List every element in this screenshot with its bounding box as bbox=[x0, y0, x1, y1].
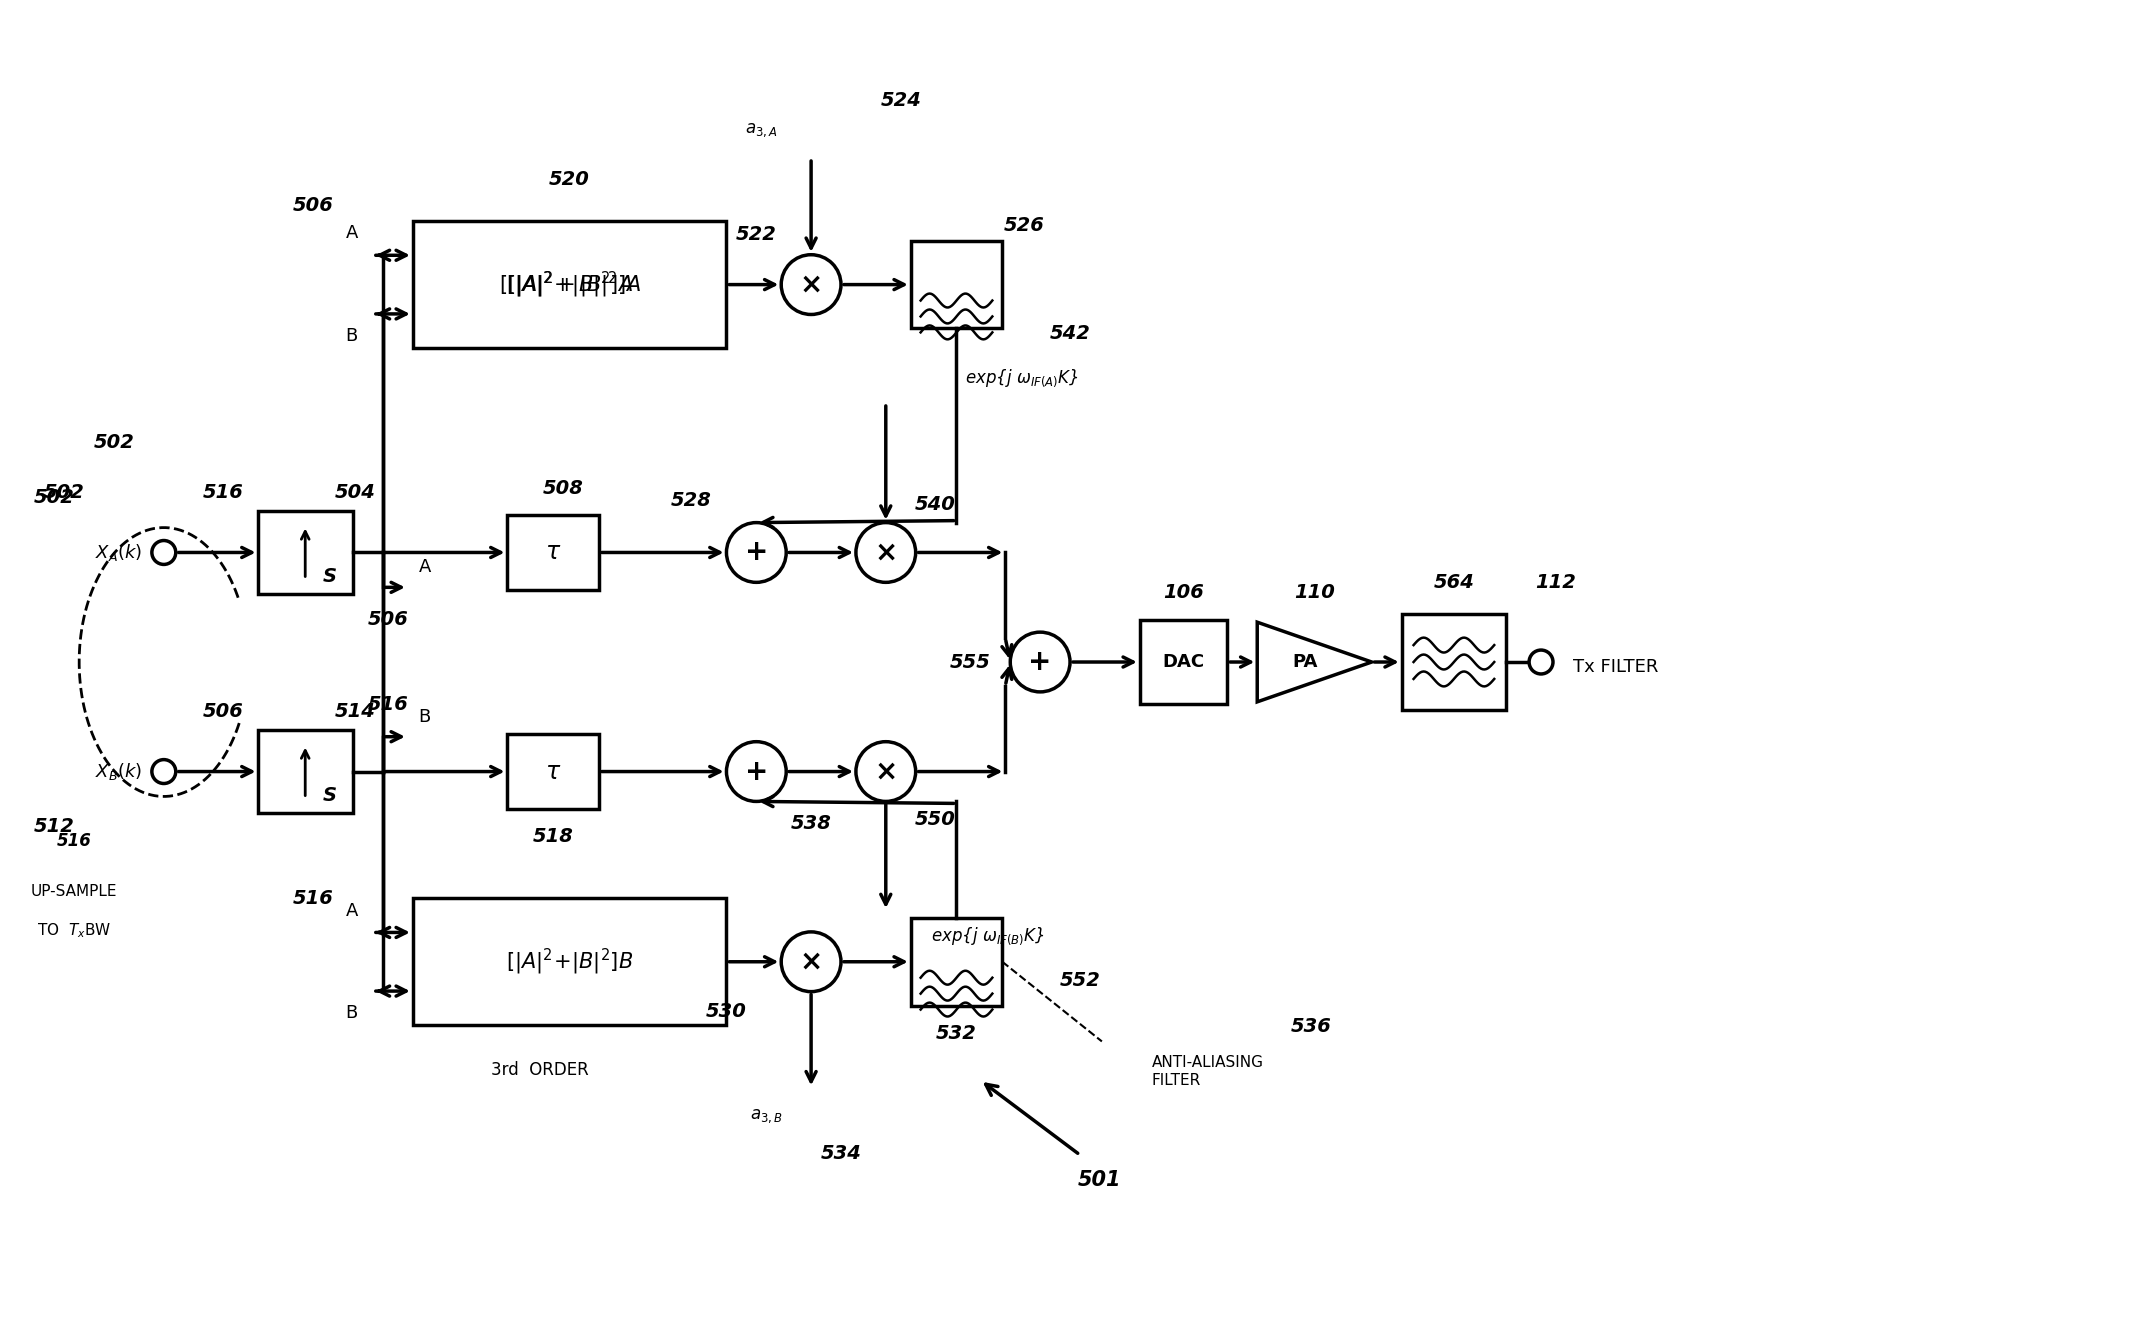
Bar bbox=[258, 510, 352, 594]
Text: 516: 516 bbox=[204, 484, 245, 502]
Polygon shape bbox=[1257, 622, 1373, 702]
Text: 508: 508 bbox=[543, 478, 584, 498]
Text: $[[|A|^2+|B|^2]A$: $[[|A|^2+|B|^2]A$ bbox=[498, 269, 640, 300]
Circle shape bbox=[1010, 633, 1070, 691]
Text: exp{j $\omega_{IF(B)}$K}: exp{j $\omega_{IF(B)}$K} bbox=[930, 924, 1044, 947]
Text: B: B bbox=[346, 1004, 359, 1022]
Text: ×: × bbox=[799, 948, 823, 976]
Text: 512: 512 bbox=[34, 817, 75, 835]
Text: UP-SAMPLE: UP-SAMPLE bbox=[30, 883, 118, 899]
Text: A: A bbox=[419, 558, 432, 577]
Text: 3rd  ORDER: 3rd ORDER bbox=[492, 1062, 589, 1079]
Circle shape bbox=[726, 522, 786, 582]
Bar bbox=[911, 918, 1003, 1006]
Circle shape bbox=[1529, 650, 1553, 674]
Text: 516: 516 bbox=[292, 888, 333, 907]
Text: 502: 502 bbox=[43, 484, 84, 502]
Circle shape bbox=[855, 742, 915, 802]
Text: 522: 522 bbox=[737, 225, 778, 244]
Text: 524: 524 bbox=[881, 91, 921, 109]
Circle shape bbox=[782, 254, 842, 314]
Text: 564: 564 bbox=[1433, 573, 1474, 591]
Text: 552: 552 bbox=[1059, 971, 1100, 990]
Text: 555: 555 bbox=[949, 653, 990, 671]
Text: 538: 538 bbox=[790, 814, 831, 832]
Circle shape bbox=[726, 742, 786, 802]
Text: 542: 542 bbox=[1050, 324, 1091, 342]
Text: 516: 516 bbox=[367, 695, 408, 714]
Text: $X_B(k)$: $X_B(k)$ bbox=[95, 761, 142, 782]
Text: 501: 501 bbox=[1078, 1169, 1121, 1189]
Text: $\tau$: $\tau$ bbox=[546, 759, 561, 783]
Text: 532: 532 bbox=[937, 1024, 977, 1043]
Text: 534: 534 bbox=[821, 1144, 861, 1163]
Bar bbox=[911, 241, 1003, 329]
Text: 518: 518 bbox=[533, 827, 574, 846]
Circle shape bbox=[855, 522, 915, 582]
Text: TO  $T_x$BW: TO $T_x$BW bbox=[37, 922, 112, 940]
Text: 504: 504 bbox=[335, 484, 376, 502]
Text: 516: 516 bbox=[56, 832, 92, 850]
Text: $X_A(k)$: $X_A(k)$ bbox=[95, 542, 142, 563]
Text: A: A bbox=[346, 902, 359, 919]
Text: 536: 536 bbox=[1291, 1018, 1332, 1036]
Text: ×: × bbox=[799, 270, 823, 298]
Text: $\tau$: $\tau$ bbox=[546, 541, 561, 565]
Bar bbox=[412, 898, 726, 1026]
Text: A: A bbox=[346, 224, 359, 242]
Text: 506: 506 bbox=[204, 702, 245, 722]
Text: 506: 506 bbox=[292, 196, 333, 216]
Bar bbox=[507, 515, 599, 590]
Text: Tx FILTER: Tx FILTER bbox=[1572, 658, 1658, 677]
Text: 112: 112 bbox=[1536, 573, 1577, 591]
Text: PA: PA bbox=[1293, 653, 1319, 671]
Bar bbox=[258, 730, 352, 814]
Text: +: + bbox=[1029, 647, 1053, 677]
Circle shape bbox=[782, 932, 842, 991]
Text: 530: 530 bbox=[707, 1002, 748, 1022]
Text: exp{j $\omega_{IF(A)}$K}: exp{j $\omega_{IF(A)}$K} bbox=[964, 368, 1078, 389]
Bar bbox=[1403, 614, 1506, 710]
Text: ×: × bbox=[874, 538, 898, 566]
Text: 502: 502 bbox=[34, 489, 75, 507]
Text: 520: 520 bbox=[550, 169, 591, 189]
Text: B: B bbox=[346, 326, 359, 345]
Text: 106: 106 bbox=[1162, 583, 1205, 602]
Text: +: + bbox=[745, 758, 769, 786]
Text: ANTI-ALIASING
FILTER: ANTI-ALIASING FILTER bbox=[1151, 1055, 1263, 1087]
Circle shape bbox=[153, 541, 176, 565]
Text: 550: 550 bbox=[915, 810, 956, 829]
Text: 506: 506 bbox=[367, 610, 408, 629]
Text: 502: 502 bbox=[95, 433, 135, 453]
Text: $[|A|^2\!+\!|B|^2]B$: $[|A|^2\!+\!|B|^2]B$ bbox=[507, 947, 634, 976]
Circle shape bbox=[153, 759, 176, 783]
Text: 528: 528 bbox=[670, 492, 711, 510]
Text: 110: 110 bbox=[1293, 583, 1334, 602]
Text: $[|A|^2\!+\!|B|^2]A$: $[|A|^2\!+\!|B|^2]A$ bbox=[507, 269, 634, 300]
Text: 514: 514 bbox=[335, 702, 376, 722]
Text: ×: × bbox=[874, 758, 898, 786]
Text: 540: 540 bbox=[915, 496, 956, 514]
Text: $a_{3,B}$: $a_{3,B}$ bbox=[750, 1107, 782, 1126]
Bar bbox=[412, 221, 726, 349]
Bar bbox=[507, 734, 599, 809]
Text: 526: 526 bbox=[1003, 216, 1044, 236]
Text: +: + bbox=[745, 538, 769, 566]
Text: S: S bbox=[322, 786, 337, 805]
Text: B: B bbox=[419, 707, 432, 726]
Text: $a_{3,A}$: $a_{3,A}$ bbox=[745, 121, 778, 140]
Bar bbox=[1141, 621, 1227, 703]
Text: S: S bbox=[322, 567, 337, 586]
Text: DAC: DAC bbox=[1162, 653, 1205, 671]
